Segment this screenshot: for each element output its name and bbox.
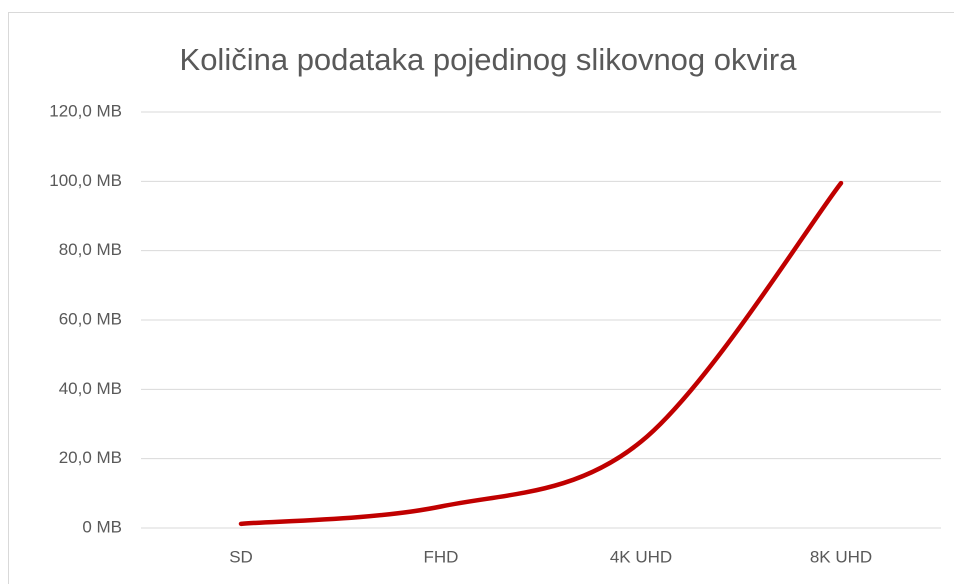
x-tick-label: FHD [424, 547, 459, 566]
x-tick-label: 4K UHD [610, 547, 672, 566]
x-tick-label: SD [229, 547, 253, 566]
y-tick-label: 0 MB [82, 517, 122, 536]
y-tick-label: 100,0 MB [49, 171, 122, 190]
y-tick-label: 40,0 MB [59, 379, 122, 398]
y-tick-label: 20,0 MB [59, 448, 122, 467]
y-tick-label: 120,0 MB [49, 101, 122, 120]
chart-frame [8, 12, 954, 584]
y-tick-label: 60,0 MB [59, 309, 122, 328]
chart-title: Količina podataka pojedinog slikovnog ok… [180, 42, 798, 77]
x-tick-label: 8K UHD [810, 547, 872, 566]
y-tick-label: 80,0 MB [59, 240, 122, 259]
data-line [238, 180, 844, 527]
